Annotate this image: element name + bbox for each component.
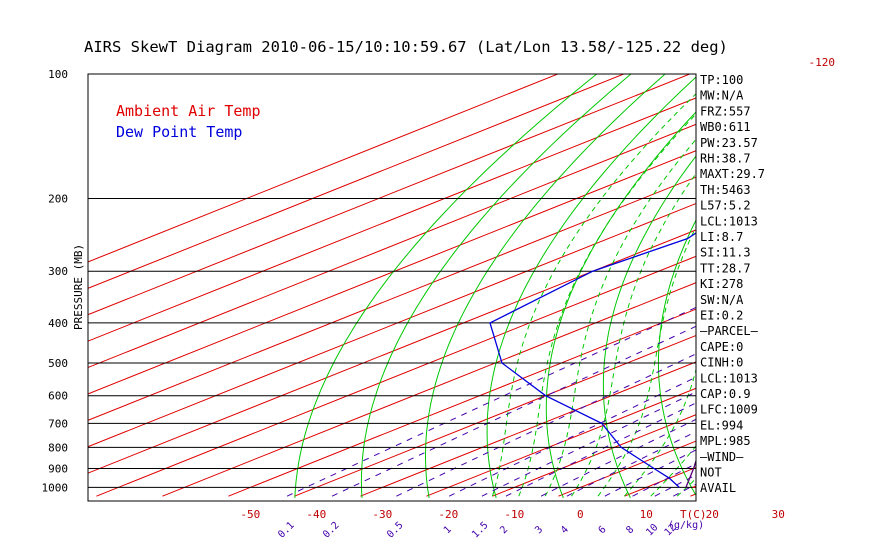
index-entry: MPL:985: [700, 434, 751, 448]
index-entry: LFC:1009: [700, 403, 758, 417]
moist-adiabat-line: [544, 138, 696, 497]
isotherm-line: [96, 255, 696, 497]
isotherm-line: [88, 123, 696, 369]
index-entry: —WIND—: [700, 450, 744, 464]
bottom-temp-tick-label: 0: [577, 508, 584, 521]
index-entry: KI:278: [700, 277, 743, 291]
index-entry: WB0:611: [700, 120, 751, 134]
isotherm-line: [88, 74, 560, 263]
moist-adiabat-lines: [491, 93, 696, 497]
y-axis-label: PRESSURE (MB): [72, 244, 85, 330]
pressure-tick-label: 500: [48, 357, 68, 370]
isotherm-line: [88, 97, 696, 342]
isotherm-lines: [88, 74, 696, 497]
pressure-tick-label: 100: [48, 68, 68, 81]
mixing-ratio-unit: (g/kg): [668, 520, 704, 531]
index-entry: EL:994: [700, 418, 743, 432]
pressure-tick-label: 200: [48, 192, 68, 205]
pressure-tick-label: 1000: [42, 481, 69, 494]
isotherm-line: [228, 308, 696, 497]
moist-adiabat-line: [597, 226, 696, 497]
index-entry: —PARCEL—: [700, 324, 759, 338]
index-entry: TP:100: [700, 73, 743, 87]
legend-item: Ambient Air Temp: [116, 102, 261, 120]
index-entry: TT:28.7: [700, 261, 751, 275]
index-entry: MW:N/A: [700, 89, 744, 103]
x-axis-label: T(C): [680, 508, 707, 521]
index-entry: SI:11.3: [700, 246, 751, 260]
index-entry: CINH:0: [700, 356, 743, 370]
moist-adiabat-line: [571, 172, 696, 497]
index-entry: LCL:1013: [700, 214, 758, 228]
legend-item: Dew Point Temp: [116, 123, 242, 141]
legend: Ambient Air Temp Dew Point Temp: [116, 102, 261, 141]
moist-adiabat-line: [624, 367, 696, 497]
moist-adiabat-line: [491, 93, 696, 497]
index-entry: TH:5463: [700, 183, 751, 197]
bottom-temp-tick-label: -40: [306, 508, 326, 521]
index-entry: NOT: [700, 466, 722, 480]
chart-title: AIRS SkewT Diagram 2010-06-15/10:10:59.6…: [84, 38, 728, 56]
isobar-lines: [88, 74, 696, 488]
index-entry: PW:23.57: [700, 136, 758, 150]
isotherm-line: [88, 74, 626, 289]
bottom-temp-tick-label: -10: [504, 508, 524, 521]
profile-series: [489, 232, 696, 489]
pressure-tick-label: 400: [48, 317, 68, 330]
index-entry: LCL:1013: [700, 371, 758, 385]
index-entry: RH:38.7: [700, 152, 751, 166]
isotherm-line: [162, 282, 696, 497]
bottom-temp-tick-label: 30: [772, 508, 785, 521]
moist-adiabat-line: [518, 113, 696, 497]
index-entry: EI:0.2: [700, 309, 743, 323]
isotherm-line: [88, 176, 696, 421]
isotherm-line: [294, 334, 696, 497]
pressure-tick-label: 700: [48, 417, 68, 430]
bottom-temp-tick-label: 10: [640, 508, 653, 521]
isotherm-line: [88, 229, 696, 474]
isotherm-line: [88, 150, 696, 395]
index-entry: AVAIL: [700, 481, 736, 495]
index-entry: FRZ:557: [700, 104, 751, 118]
bottom-temp-tick-label: -50: [240, 508, 260, 521]
bottom-temp-tick-label: 20: [706, 508, 719, 521]
pressure-tick-label: 300: [48, 265, 68, 278]
index-entry: L57:5.2: [700, 199, 751, 213]
isotherm-line: [426, 387, 696, 497]
top-temp-tick-label: -120: [809, 56, 836, 69]
pressure-tick-label: 800: [48, 441, 68, 454]
pressure-tick-label: 900: [48, 462, 68, 475]
index-entry: SW:N/A: [700, 293, 744, 307]
index-entry: MAXT:29.7: [700, 167, 765, 181]
bottom-temp-tick-label: -20: [438, 508, 458, 521]
plot-border: [87, 73, 697, 502]
bottom-temp-tick-label: -30: [372, 508, 392, 521]
index-entry: LI:8.7: [700, 230, 743, 244]
moist-adiabat-line: [650, 445, 696, 497]
index-entry: CAP:0.9: [700, 387, 751, 401]
dew-point-temp-line: [489, 232, 696, 488]
isotherm-line: [360, 361, 696, 497]
pressure-tick-label: 600: [48, 390, 68, 403]
isotherm-line: [88, 74, 692, 316]
plot-frame: [87, 73, 697, 502]
isotherm-line: [88, 202, 696, 448]
index-entry: CAPE:0: [700, 340, 743, 354]
